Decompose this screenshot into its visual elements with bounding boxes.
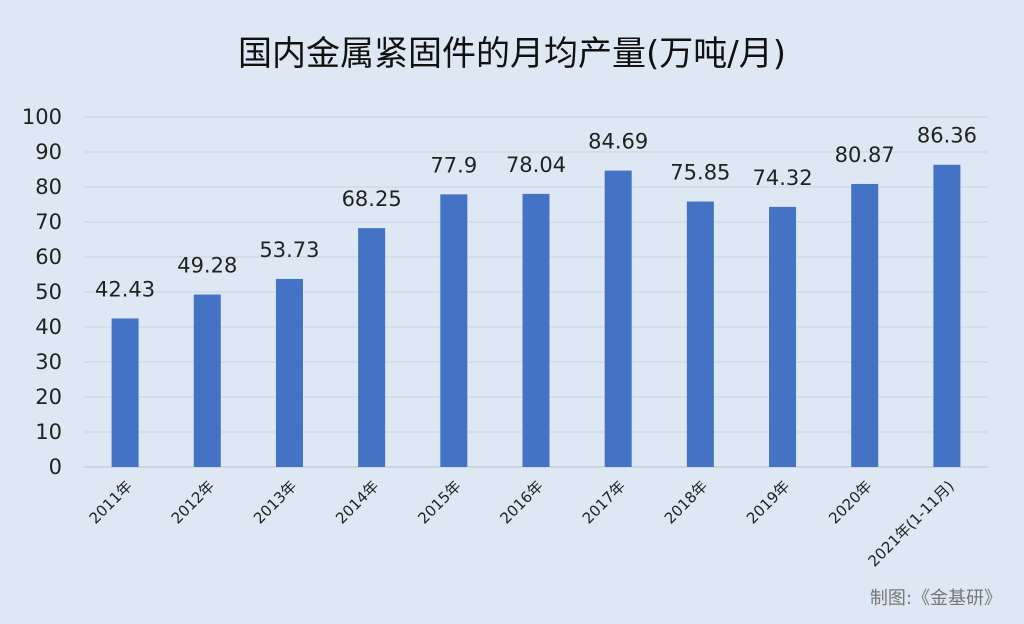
bar — [440, 194, 468, 467]
data-label: 42.43 — [95, 277, 155, 301]
data-label: 75.85 — [670, 161, 730, 185]
x-axis-ticks: 2011年 2012年 2013年 2014年 2015年 2016年 2017年 2018年… — [86, 477, 958, 570]
y-tick-label: 20 — [35, 385, 62, 409]
bar — [522, 193, 550, 468]
bar — [604, 170, 632, 467]
bar — [851, 183, 879, 467]
x-tick-label: 2017年 — [579, 477, 629, 527]
bars — [111, 164, 961, 468]
data-label: 77.9 — [430, 153, 477, 177]
data-label: 53.73 — [259, 238, 319, 262]
data-label: 86.36 — [917, 124, 977, 148]
data-label: 78.04 — [506, 153, 566, 177]
bar — [193, 294, 221, 467]
bar — [686, 201, 714, 467]
x-tick-label: 2019年 — [743, 477, 793, 527]
y-axis-ticks: 0 10 20 30 40 50 60 70 80 90 100 — [22, 105, 62, 479]
bar — [111, 318, 139, 467]
y-tick-label: 90 — [35, 140, 62, 164]
chart-title: 国内金属紧固件的月均产量(万吨/月) — [238, 34, 786, 74]
x-tick-label: 2012年 — [168, 477, 218, 527]
y-tick-label: 70 — [35, 210, 62, 234]
x-tick-label: 2020年 — [825, 477, 875, 527]
y-tick-label: 10 — [35, 420, 62, 444]
y-tick-label: 0 — [49, 455, 62, 479]
y-tick-label: 30 — [35, 350, 62, 374]
y-tick-label: 80 — [35, 175, 62, 199]
data-labels: 42.43 49.28 53.73 68.25 77.9 78.04 84.69 75.85 7… — [95, 124, 977, 302]
bar — [275, 278, 303, 467]
x-tick-label: 2014年 — [332, 477, 382, 527]
data-label: 84.69 — [588, 130, 648, 154]
bar — [933, 164, 961, 468]
x-tick-label: 2016年 — [496, 477, 546, 527]
y-tick-label: 60 — [35, 245, 62, 269]
data-label: 80.87 — [835, 143, 895, 167]
source-credit: 制图:《金基研》 — [870, 588, 1002, 609]
x-tick-label: 2018年 — [661, 477, 711, 527]
y-tick-label: 50 — [35, 280, 62, 304]
data-label: 68.25 — [342, 187, 402, 211]
y-tick-label: 100 — [22, 105, 62, 129]
y-tick-label: 40 — [35, 315, 62, 339]
bar — [769, 206, 797, 467]
x-tick-label: 2015年 — [414, 477, 464, 527]
bar — [358, 228, 386, 467]
x-tick-label: 2021年(1-11月) — [864, 477, 957, 570]
x-tick-label: 2011年 — [86, 477, 136, 527]
data-label: 49.28 — [177, 254, 237, 278]
data-label: 74.32 — [752, 166, 812, 190]
x-tick-label: 2013年 — [250, 477, 300, 527]
